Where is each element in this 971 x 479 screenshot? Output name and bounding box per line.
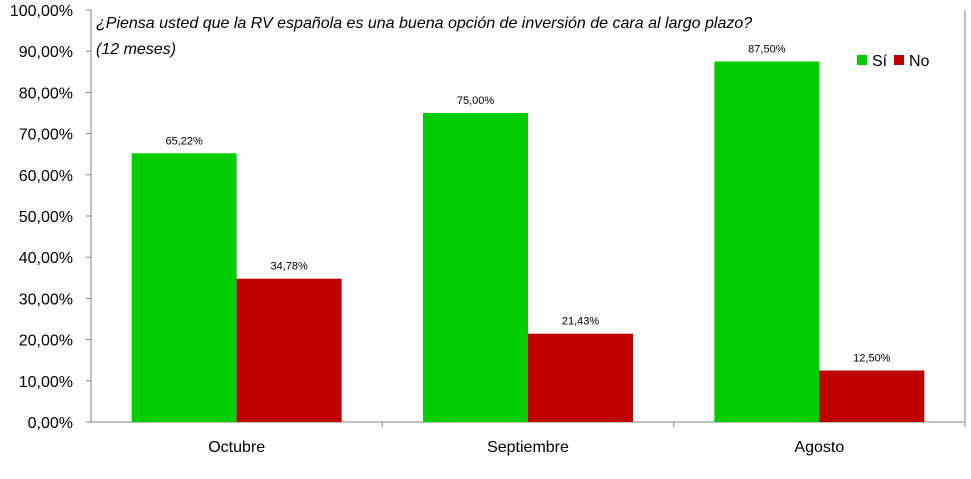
bar-si	[131, 153, 237, 423]
x-tick-label: Septiembre	[487, 439, 569, 456]
data-label: 12,50%	[853, 353, 891, 365]
bars: 65,22% 34,78% 75,00% 21,43% 87,50% 12,50%	[131, 44, 925, 423]
legend-swatch	[894, 55, 904, 65]
data-label: 21,43%	[562, 316, 600, 328]
legend-swatch	[857, 55, 867, 65]
bar-si	[714, 61, 820, 422]
bar-no	[236, 278, 342, 422]
y-tick-label: 30,00%	[19, 291, 73, 308]
legend: Sí No	[857, 53, 930, 70]
data-label: 65,22%	[166, 135, 204, 147]
y-tick-label: 40,00%	[19, 250, 73, 267]
y-tick-label: 50,00%	[19, 209, 73, 226]
data-label: 34,78%	[271, 261, 309, 273]
x-tick-label: Agosto	[794, 439, 844, 456]
y-tick-label: 90,00%	[19, 44, 73, 61]
y-tick-label: 80,00%	[19, 85, 73, 102]
y-tick-label: 100,00%	[10, 3, 73, 20]
data-label: 87,50%	[748, 44, 786, 56]
bar-no	[819, 370, 925, 422]
y-tick-label: 20,00%	[19, 333, 73, 350]
x-tick-label: Octubre	[208, 439, 265, 456]
bar-no	[528, 333, 633, 422]
legend-label: No	[909, 53, 930, 70]
y-tick-label: 0,00%	[28, 415, 73, 432]
bar-si	[423, 113, 528, 422]
chart-title: ¿Piensa usted que la RV española es una …	[96, 15, 752, 32]
y-tick-label: 60,00%	[19, 168, 73, 185]
y-tick-label: 10,00%	[19, 374, 73, 391]
chart-subtitle: (12 meses)	[96, 41, 176, 58]
legend-label: Sí	[872, 53, 888, 70]
y-tick-label: 70,00%	[19, 127, 73, 144]
axes: 0,00% 10,00% 20,00% 30,00% 40,00% 50,00% 60,00…	[10, 3, 966, 456]
data-label: 75,00%	[457, 95, 495, 107]
